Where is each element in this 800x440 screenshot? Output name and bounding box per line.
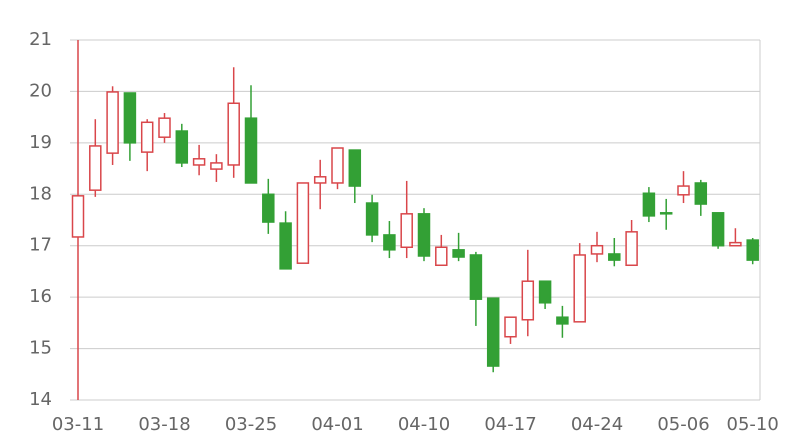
- candle-body: [192, 158, 206, 166]
- candle-body: [175, 130, 189, 164]
- candle-body: [486, 297, 500, 367]
- candle-body: [227, 102, 240, 166]
- x-tick-label: 03-25: [225, 414, 277, 435]
- candle-body: [123, 92, 137, 144]
- x-tick-label: 04-17: [484, 414, 536, 435]
- candle-body: [729, 241, 742, 247]
- candle-body: [331, 147, 344, 184]
- y-tick-label: 17: [29, 235, 52, 256]
- candle-body: [694, 182, 708, 205]
- y-tick-label: 16: [29, 286, 52, 307]
- candle-body: [659, 212, 673, 215]
- candle-body: [556, 316, 569, 325]
- y-tick-label: 19: [29, 132, 52, 153]
- candle-body: [383, 234, 396, 251]
- y-tick-label: 14: [29, 389, 52, 410]
- candle-body: [573, 254, 586, 323]
- x-tick-label: 05-06: [657, 414, 709, 435]
- candle-body: [435, 246, 448, 267]
- candle-body: [262, 193, 275, 223]
- candle-body: [469, 254, 483, 300]
- x-tick-label: 04-01: [311, 414, 363, 435]
- x-tick-label: 03-18: [138, 414, 190, 435]
- candle-body: [296, 182, 310, 264]
- candle-body: [590, 244, 604, 255]
- x-tick-label: 04-10: [398, 414, 450, 435]
- candle-body: [417, 213, 431, 257]
- candle-body: [625, 231, 638, 267]
- candle-body: [711, 212, 725, 247]
- candle-body: [210, 162, 223, 170]
- candle-body: [400, 213, 413, 249]
- candle-body: [746, 239, 759, 261]
- candle-body: [677, 185, 690, 196]
- candle-body: [608, 253, 621, 261]
- candle-body: [538, 280, 552, 304]
- candle-body: [89, 145, 102, 191]
- candle-body: [348, 149, 362, 187]
- x-tick-label: 03-11: [52, 414, 104, 435]
- candle-body: [452, 249, 465, 258]
- candle-body: [279, 222, 292, 270]
- y-tick-label: 21: [29, 29, 52, 50]
- y-tick-label: 20: [29, 80, 52, 101]
- candle-body: [71, 195, 85, 238]
- candle-body: [521, 280, 535, 321]
- y-tick-label: 15: [29, 338, 52, 359]
- candle-body: [140, 121, 154, 153]
- x-tick-label: 04-24: [571, 414, 623, 435]
- candle-body: [504, 316, 517, 338]
- y-tick-label: 18: [29, 183, 52, 204]
- candle-body: [158, 117, 171, 138]
- x-tick-label: 05-10: [727, 414, 779, 435]
- candle-body: [365, 202, 379, 236]
- candle-body: [106, 91, 119, 154]
- candle-body: [642, 192, 656, 217]
- candle-body: [313, 176, 327, 184]
- candle-body: [244, 117, 258, 184]
